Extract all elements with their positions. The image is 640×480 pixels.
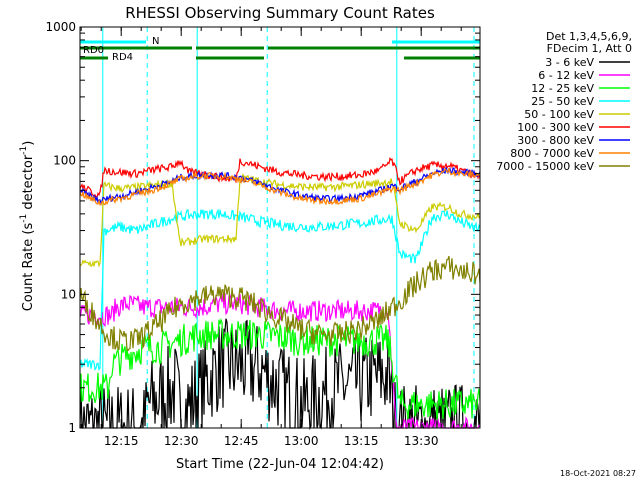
- x-tick-label-3: 13:00: [284, 434, 319, 448]
- legend-label-4: 50 - 100 keV: [524, 108, 594, 121]
- y-tick-label-0: 1: [68, 421, 76, 435]
- plot-frame: [79, 26, 481, 429]
- flag-label-rd0: RD0: [83, 45, 104, 56]
- series-line-7: [79, 168, 481, 206]
- series-line-2: [79, 317, 481, 421]
- legend-label-2: 12 - 25 keV: [531, 82, 594, 95]
- y-tick-label-2: 100: [53, 154, 76, 168]
- series-line-8: [79, 255, 481, 352]
- legend-label-1: 6 - 12 keV: [538, 69, 594, 82]
- legend: Det 1,3,4,5,6,9, FDecim 1, Att 0 3 - 6 k…: [496, 30, 632, 173]
- x-tick-label-2: 12:45: [224, 434, 259, 448]
- x-tick-label-1: 12:30: [164, 434, 199, 448]
- y-tick-label-3: 1000: [45, 20, 76, 34]
- flag-label-n: N: [152, 36, 159, 47]
- x-tick-label-0: 12:15: [104, 434, 139, 448]
- legend-header-line-2: FDecim 1, Att 0: [547, 42, 632, 55]
- y-axis-label: Count Rate (s-1 detector-1): [19, 141, 36, 312]
- legend-label-5: 100 - 300 keV: [517, 121, 594, 134]
- legend-label-3: 25 - 50 keV: [531, 95, 594, 108]
- legend-label-0: 3 - 6 keV: [545, 56, 594, 69]
- series-5: 100 - 300 keV: [79, 156, 481, 199]
- series-line-6: [79, 167, 481, 205]
- timestamp: 18-Oct-2021 08:27: [560, 469, 636, 478]
- x-tick-label-4: 13:15: [344, 434, 379, 448]
- series-line-3: [79, 208, 481, 372]
- series-line-4: [79, 173, 481, 268]
- series-3: 25 - 50 keV: [79, 208, 481, 372]
- series-8: 7000 - 15000 keV: [79, 255, 481, 352]
- series-2: 12 - 25 keV: [79, 317, 481, 421]
- chart-title: RHESSI Observing Summary Count Rates: [125, 4, 435, 22]
- legend-label-7: 800 - 7000 keV: [510, 147, 594, 160]
- legend-header-line-1: Det 1,3,4,5,6,9,: [546, 30, 632, 43]
- series-4: 50 - 100 keV: [79, 173, 481, 268]
- legend-label-8: 7000 - 15000 keV: [496, 160, 594, 173]
- axes: 1 10 100 1000 12:15 12:30 12:45 13:00 13:15 13:30: [45, 20, 481, 448]
- legend-label-6: 300 - 800 keV: [517, 134, 594, 147]
- series-7: 800 - 7000 keV: [79, 168, 481, 206]
- x-tick-label-5: 13:30: [404, 434, 439, 448]
- flag-label-rd4: RD4: [112, 52, 133, 63]
- series-6: 300 - 800 keV: [79, 167, 481, 205]
- y-tick-label-1: 10: [61, 287, 76, 301]
- x-axis-label: Start Time (22-Jun-04 12:04:42): [176, 457, 384, 472]
- series-line-5: [79, 156, 481, 199]
